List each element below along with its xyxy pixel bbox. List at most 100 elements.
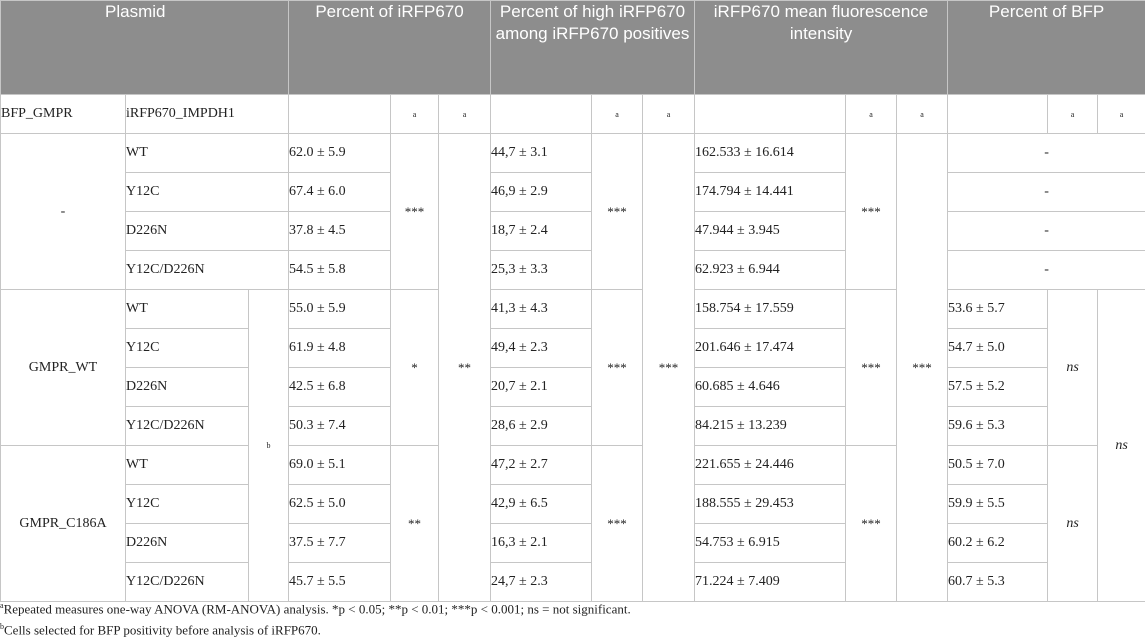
mfi-value: 47.944 ± 3.945 xyxy=(694,211,847,251)
significance-high-none: *** xyxy=(591,133,644,290)
irfp670-percent-value: 54.5 ± 5.8 xyxy=(288,250,391,290)
footnote-b-text: Cells selected for BFP positivity before… xyxy=(4,622,321,638)
table-row: GMPR_C186A WT 69.0 ± 5.1 ** 47,2 ± 2.7 *… xyxy=(0,445,1145,602)
irfp670-percent-value: 55.0 ± 5.9 xyxy=(288,289,391,329)
bfp-percent-value: 57.5 ± 5.2 xyxy=(947,367,1049,407)
group-label-none: - xyxy=(0,133,126,290)
high-irfp670-percent-value: 28,6 ± 2.9 xyxy=(490,406,593,446)
footnote-a: aRepeated measures one-way ANOVA (RM-ANO… xyxy=(0,601,631,617)
mfi-value: 158.754 ± 17.559 xyxy=(694,289,847,329)
bfp-percent-value: 53.6 ± 5.7 xyxy=(947,289,1049,329)
high-irfp670-percent-value: 47,2 ± 2.7 xyxy=(490,445,593,485)
footnote-a-marker: a xyxy=(390,94,439,134)
header-mean-fluorescence: iRFP670 mean fluorescence intensity xyxy=(694,0,949,95)
header-plasmid: Plasmid xyxy=(0,0,289,95)
significance-irfp-gmpr-c186a: ** xyxy=(390,445,439,602)
table-row: Y12C/D226N 50.3 ± 7.4 28,6 ± 2.9 84.215 … xyxy=(1,406,1145,446)
high-irfp670-percent-value: 42,9 ± 6.5 xyxy=(490,484,593,524)
significance-mfi-gmpr-wt: *** xyxy=(845,289,898,446)
high-irfp670-percent-value: 25,3 ± 3.3 xyxy=(490,250,593,290)
bfp-percent-value: - xyxy=(947,133,1145,173)
irfp670-percent-value: 62.5 ± 5.0 xyxy=(288,484,391,524)
high-irfp670-percent-value: 20,7 ± 2.1 xyxy=(490,367,593,407)
significance-mfi-none: *** xyxy=(845,133,898,290)
bfp-percent-value: 59.6 ± 5.3 xyxy=(947,406,1049,446)
significance-mfi-gmpr-c186a: *** xyxy=(845,445,898,602)
subheader-bfp-gmpr: BFP_GMPR xyxy=(0,94,126,134)
irfp670-percent-value: 62.0 ± 5.9 xyxy=(288,133,391,173)
footnote-a-marker: a xyxy=(1047,94,1099,134)
irfp670-percent-value: 37.5 ± 7.7 xyxy=(288,523,391,563)
mfi-value: 221.655 ± 24.446 xyxy=(694,445,847,485)
mfi-value: 60.685 ± 4.646 xyxy=(694,367,847,407)
table-row: Y12C 67.4 ± 6.0 46,9 ± 2.9 174.794 ± 14.… xyxy=(1,172,1145,212)
table-row: - WT 62.0 ± 5.9 *** ** 44,7 ± 3.1 *** **… xyxy=(0,133,1145,602)
significance-bfp-gmpr-c186a: ns xyxy=(1047,445,1099,602)
subheader-empty xyxy=(694,94,847,134)
high-irfp670-percent-value: 44,7 ± 3.1 xyxy=(490,133,593,173)
table-row: D226N 37.5 ± 7.7 16,3 ± 2.1 54.753 ± 6.9… xyxy=(1,523,1145,563)
high-irfp670-percent-value: 46,9 ± 2.9 xyxy=(490,172,593,212)
mfi-value: 201.646 ± 17.474 xyxy=(694,328,847,368)
footnote-a-marker: a xyxy=(845,94,898,134)
subheader-empty xyxy=(288,94,391,134)
footnote-b-sup: b xyxy=(0,622,4,631)
high-irfp670-percent-value: 49,4 ± 2.3 xyxy=(490,328,593,368)
mfi-value: 188.555 ± 29.453 xyxy=(694,484,847,524)
bfp-percent-value: 60.2 ± 6.2 xyxy=(947,523,1049,563)
footnote-a-marker: a xyxy=(591,94,644,134)
mutant-label: Y12C/D226N xyxy=(125,406,249,446)
bfp-percent-value: 60.7 ± 5.3 xyxy=(947,562,1049,602)
header-percent-bfp: Percent of BFP xyxy=(947,0,1145,95)
header-row: Plasmid Percent of iRFP670 Percent of hi… xyxy=(0,0,1145,95)
footnote-a-marker: a xyxy=(437,94,492,134)
mutant-label: Y12C/D226N xyxy=(125,250,289,290)
mutant-label: WT xyxy=(125,445,249,485)
significance-bfp-gmpr-wt: ns xyxy=(1047,289,1099,446)
high-irfp670-percent-value: 16,3 ± 2.1 xyxy=(490,523,593,563)
table-row: D226N 42.5 ± 6.8 20,7 ± 2.1 60.685 ± 4.6… xyxy=(1,367,1145,407)
footnote-a-marker: a xyxy=(642,94,696,134)
significance-high-gmpr-wt: *** xyxy=(591,289,644,446)
irfp670-percent-value: 45.7 ± 5.5 xyxy=(288,562,391,602)
irfp670-percent-value: 50.3 ± 7.4 xyxy=(288,406,391,446)
bfp-percent-value: 54.7 ± 5.0 xyxy=(947,328,1049,368)
table-row: GMPR_WT WT b 55.0 ± 5.9 * 41,3 ± 4.3 ***… xyxy=(0,289,1145,602)
footnote-b: bCells selected for BFP positivity befor… xyxy=(0,622,321,638)
mutant-label: WT xyxy=(125,289,249,329)
mutant-label: D226N xyxy=(125,211,289,251)
significance-mfi-all: *** xyxy=(896,133,949,602)
bfp-percent-value: - xyxy=(947,172,1145,212)
significance-irfp-none: *** xyxy=(390,133,439,290)
high-irfp670-percent-value: 41,3 ± 4.3 xyxy=(490,289,593,329)
significance-high-gmpr-c186a: *** xyxy=(591,445,644,602)
mfi-value: 174.794 ± 14.441 xyxy=(694,172,847,212)
group-label-gmpr-c186a: GMPR_C186A xyxy=(0,445,126,602)
mfi-value: 71.224 ± 7.409 xyxy=(694,562,847,602)
table-row: Y12C 62.5 ± 5.0 42,9 ± 6.5 188.555 ± 29.… xyxy=(1,484,1145,524)
bfp-percent-value: - xyxy=(947,250,1145,290)
mfi-value: 84.215 ± 13.239 xyxy=(694,406,847,446)
mutant-label: D226N xyxy=(125,367,249,407)
header-percent-high-irfp670: Percent of high iRFP670 among iRFP670 po… xyxy=(490,0,696,95)
mfi-value: 54.753 ± 6.915 xyxy=(694,523,847,563)
irfp670-percent-value: 61.9 ± 4.8 xyxy=(288,328,391,368)
footnote-a-text: Repeated measures one-way ANOVA (RM-ANOV… xyxy=(3,601,631,617)
mutant-label: D226N xyxy=(125,523,249,563)
mutant-label: Y12C xyxy=(125,172,289,212)
footnote-a-sup: a xyxy=(0,601,4,610)
irfp670-percent-value: 69.0 ± 5.1 xyxy=(288,445,391,485)
high-irfp670-percent-value: 24,7 ± 2.3 xyxy=(490,562,593,602)
significance-irfp-all: ** xyxy=(437,133,492,602)
irfp670-percent-value: 67.4 ± 6.0 xyxy=(288,172,391,212)
bfp-percent-value: - xyxy=(947,211,1145,251)
footnote-b-marker: b xyxy=(248,289,289,602)
mutant-label: Y12C xyxy=(125,328,249,368)
group-label-gmpr-wt: GMPR_WT xyxy=(0,289,126,446)
mfi-value: 62.923 ± 6.944 xyxy=(694,250,847,290)
irfp670-percent-value: 42.5 ± 6.8 xyxy=(288,367,391,407)
footnote-a-marker: a xyxy=(896,94,949,134)
table-row: D226N 37.8 ± 4.5 18,7 ± 2.4 47.944 ± 3.9… xyxy=(1,211,1145,251)
subheader-row: BFP_GMPR iRFP670_IMPDH1 a a a a a a a a xyxy=(0,94,1145,134)
header-percent-irfp670: Percent of iRFP670 xyxy=(287,0,492,95)
